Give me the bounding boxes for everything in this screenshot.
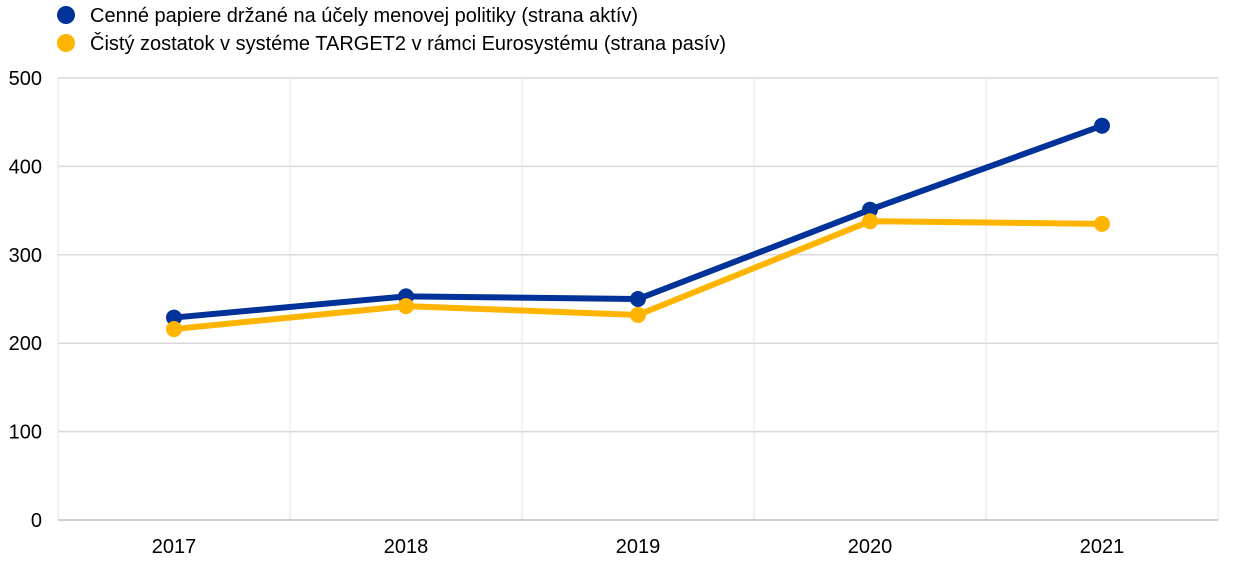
data-point: [630, 306, 646, 323]
legend-marker: [57, 6, 75, 24]
data-point: [166, 321, 182, 338]
legend-marker: [57, 34, 75, 52]
y-tick-label: 400: [9, 156, 42, 178]
data-point: [166, 309, 182, 326]
x-tick-label: 2018: [384, 536, 429, 558]
data-point: [630, 291, 646, 307]
legend-label: Cenné papiere držané na účely menovej po…: [90, 5, 638, 27]
x-tick-label: 2019: [616, 536, 661, 558]
data-point: [862, 201, 878, 218]
data-point: [398, 298, 414, 315]
x-tick-label: 2020: [848, 536, 893, 558]
data-point: [1094, 215, 1110, 232]
y-tick-label: 100: [9, 422, 42, 444]
data-point: [862, 213, 878, 230]
x-tick-label: 2021: [1080, 536, 1125, 558]
y-tick-label: 200: [9, 333, 42, 355]
y-tick-label: 300: [9, 245, 42, 267]
x-tick-label: 2017: [152, 536, 197, 558]
legend-label: Čistý zostatok v systéme TARGET2 v rámci…: [90, 32, 726, 55]
y-tick-label: 0: [31, 510, 42, 532]
data-point: [1094, 117, 1110, 134]
y-tick-label: 500: [9, 68, 42, 90]
